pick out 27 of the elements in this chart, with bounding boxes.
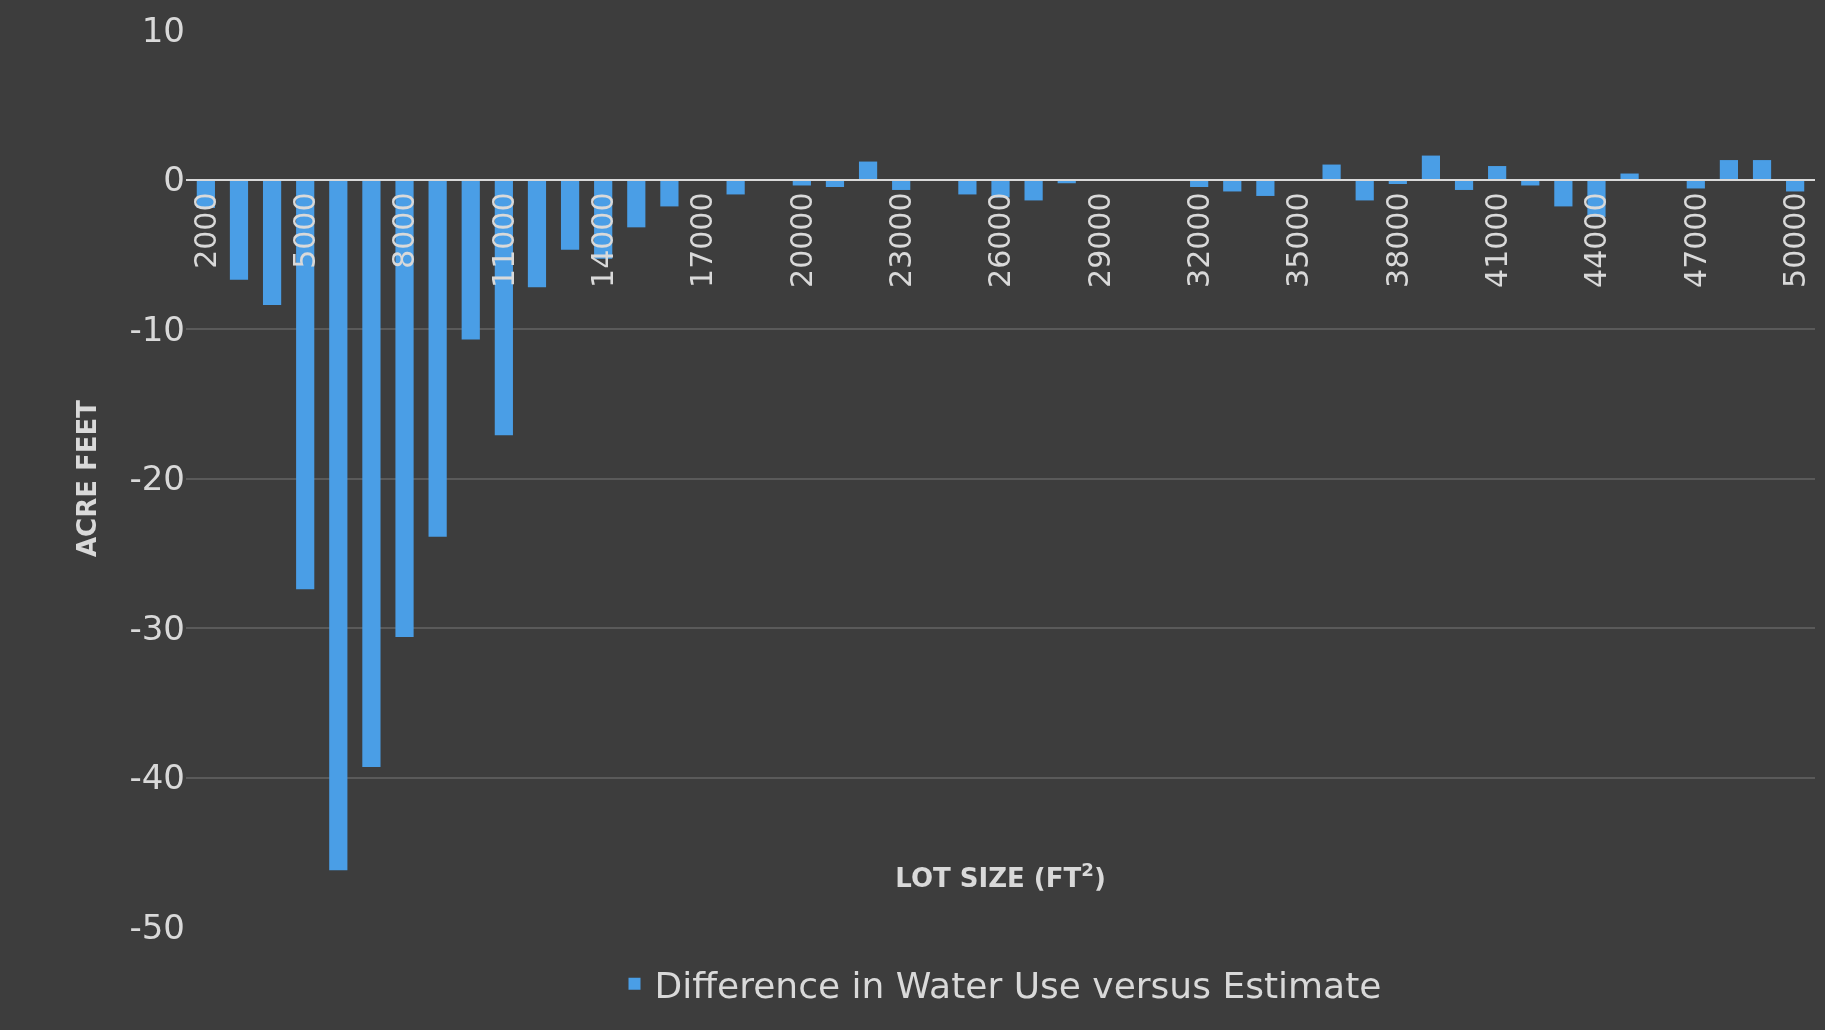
y-axis-title: ACRE FEET: [71, 399, 102, 558]
y-tick-label: -40: [129, 757, 185, 798]
x-axis-title: LOT SIZE (FT$^{2}$): [895, 859, 1106, 893]
x-tick-label: 44000: [1578, 192, 1614, 288]
y-tick-label: -20: [129, 458, 185, 499]
x-tick-label: 29000: [1081, 192, 1117, 288]
y-tick-label: 10: [141, 9, 185, 50]
y-tick-label: -10: [129, 308, 185, 349]
x-tick-label: 8000: [386, 192, 422, 269]
x-tick-label: 41000: [1478, 192, 1514, 288]
x-tick-label: 50000: [1776, 192, 1812, 288]
x-tick-label: 14000: [584, 192, 620, 288]
y-tick-label: -50: [129, 906, 185, 947]
x-tick-label: 11000: [485, 192, 521, 288]
x-tick-label: 38000: [1379, 192, 1415, 288]
x-tick-label: 35000: [1280, 192, 1316, 288]
x-tick-label: 32000: [1180, 192, 1216, 288]
x-tick-label: 5000: [286, 192, 322, 269]
x-tick-label: 47000: [1677, 192, 1713, 288]
y-tick-label: 0: [163, 159, 185, 200]
x-tick-label: 2000: [187, 192, 223, 269]
y-tick-label: -30: [129, 607, 185, 648]
x-tick-label: 23000: [882, 192, 918, 288]
legend-label: Difference in Water Use versus Estimate: [654, 964, 1382, 1006]
x-tick-label: 17000: [684, 192, 720, 288]
x-tick-label: 20000: [783, 192, 819, 288]
x-tick-label: 26000: [982, 192, 1018, 288]
